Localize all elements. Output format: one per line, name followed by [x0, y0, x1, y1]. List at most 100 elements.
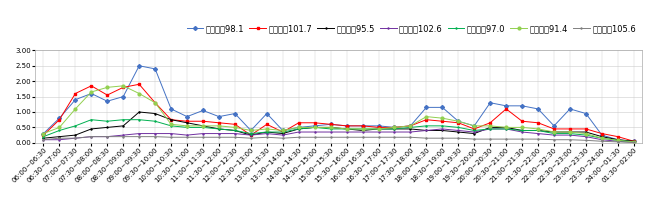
- 成都经济105.6: [327, 136, 335, 139]
- 四川新闻98.1: [486, 101, 494, 104]
- 四川交通101.7: [39, 134, 47, 136]
- 成都经济105.6: [455, 137, 462, 139]
- 岯江音乂95.5: [119, 125, 127, 127]
- 成都经济105.6: [598, 140, 606, 143]
- 四川旅最97.0: [455, 126, 462, 129]
- 岯江音乂95.5: [359, 129, 366, 132]
- 四川旅最97.0: [135, 118, 143, 121]
- 成都交通91.4: [614, 139, 622, 142]
- 成都经济105.6: [231, 136, 239, 139]
- 城市之音102.6: [215, 132, 223, 135]
- 成都交通91.4: [103, 86, 111, 89]
- 岯江音乂95.5: [422, 129, 430, 132]
- 成都经济105.6: [422, 137, 430, 139]
- 四川交通101.7: [152, 101, 159, 104]
- 四川新闻98.1: [311, 125, 319, 127]
- 四川旅最97.0: [72, 125, 79, 127]
- 四川新闻98.1: [582, 112, 590, 115]
- 成都经济105.6: [119, 135, 127, 138]
- 四川旅最97.0: [183, 126, 191, 129]
- 城市之音102.6: [406, 131, 414, 133]
- 成都交通91.4: [167, 123, 175, 126]
- 岯江音乂95.5: [279, 132, 286, 135]
- 成都交通91.4: [502, 126, 510, 129]
- 四川交通101.7: [231, 123, 239, 126]
- 四川旅最97.0: [391, 128, 399, 130]
- 四川新闻98.1: [167, 108, 175, 110]
- 四川旅最97.0: [103, 120, 111, 122]
- 城市之音102.6: [391, 131, 399, 133]
- 四川旅最97.0: [486, 128, 494, 130]
- 成都交通91.4: [550, 131, 558, 133]
- 四川新闻98.1: [375, 125, 382, 127]
- 四川新闻98.1: [342, 125, 350, 127]
- 四川旅最97.0: [119, 118, 127, 121]
- 成都经济105.6: [470, 138, 478, 140]
- 四川新闻98.1: [55, 117, 63, 119]
- 成都交通91.4: [183, 125, 191, 127]
- 四川新闻98.1: [518, 105, 526, 107]
- 岯江音乂95.5: [295, 128, 303, 130]
- 四川旅最97.0: [167, 125, 175, 127]
- 城市之音102.6: [72, 137, 79, 139]
- 成都交通91.4: [55, 126, 63, 129]
- 成都经济105.6: [359, 136, 366, 139]
- 成都经济105.6: [247, 137, 255, 139]
- 四川交通101.7: [406, 125, 414, 127]
- 四川交通101.7: [119, 86, 127, 89]
- 岯江音乂95.5: [598, 135, 606, 138]
- 四川旅最97.0: [247, 132, 255, 135]
- 成都交通91.4: [295, 126, 303, 129]
- 成都经济105.6: [534, 138, 542, 140]
- 岯江音乂95.5: [406, 128, 414, 130]
- 四川新闻98.1: [455, 120, 462, 122]
- 四川旅最97.0: [55, 129, 63, 132]
- 城市之音102.6: [455, 129, 462, 132]
- 岯江音乂95.5: [55, 135, 63, 138]
- 四川交通101.7: [199, 120, 207, 122]
- 成都交通91.4: [391, 126, 399, 129]
- 四川新闻98.1: [215, 115, 223, 118]
- 四川交通101.7: [103, 94, 111, 96]
- 城市之音102.6: [518, 131, 526, 133]
- 四川交通101.7: [614, 135, 622, 138]
- Line: 四川新闻98.1: 四川新闻98.1: [42, 64, 635, 143]
- 岯江音乂95.5: [263, 131, 271, 133]
- 四川新闻98.1: [119, 95, 127, 98]
- 四川新闻98.1: [422, 106, 430, 109]
- 岯江音乂95.5: [630, 140, 638, 143]
- 岯江音乂95.5: [39, 137, 47, 139]
- 四川新闻98.1: [183, 115, 191, 118]
- 城市之音102.6: [614, 140, 622, 143]
- 四川交通101.7: [247, 134, 255, 136]
- 四川新闻98.1: [550, 125, 558, 127]
- 四川旅最97.0: [152, 120, 159, 122]
- 四川交通101.7: [502, 108, 510, 110]
- 成都经济105.6: [582, 139, 590, 142]
- 四川交通101.7: [439, 120, 446, 122]
- 四川旅最97.0: [295, 128, 303, 130]
- 成都经济105.6: [295, 136, 303, 139]
- 四川交通101.7: [534, 122, 542, 124]
- 城市之音102.6: [566, 134, 574, 136]
- 成都经济105.6: [263, 136, 271, 139]
- 四川新闻98.1: [566, 108, 574, 110]
- 四川旅最97.0: [39, 135, 47, 138]
- 四川交通101.7: [311, 122, 319, 124]
- 成都经济105.6: [550, 138, 558, 141]
- 成都经济105.6: [88, 135, 95, 138]
- 四川交通101.7: [55, 118, 63, 121]
- 四川交通101.7: [215, 122, 223, 124]
- 四川交通101.7: [135, 83, 143, 85]
- Line: 四川交通101.7: 四川交通101.7: [42, 83, 635, 143]
- 四川旅最97.0: [439, 125, 446, 127]
- 城市之音102.6: [359, 131, 366, 133]
- 四川交通101.7: [183, 120, 191, 122]
- 成都交通91.4: [470, 125, 478, 127]
- 城市之音102.6: [167, 132, 175, 135]
- 成都经济105.6: [55, 137, 63, 139]
- 城市之音102.6: [135, 132, 143, 135]
- 成都经济105.6: [167, 136, 175, 139]
- 成都经济105.6: [183, 136, 191, 139]
- 城市之音102.6: [39, 138, 47, 141]
